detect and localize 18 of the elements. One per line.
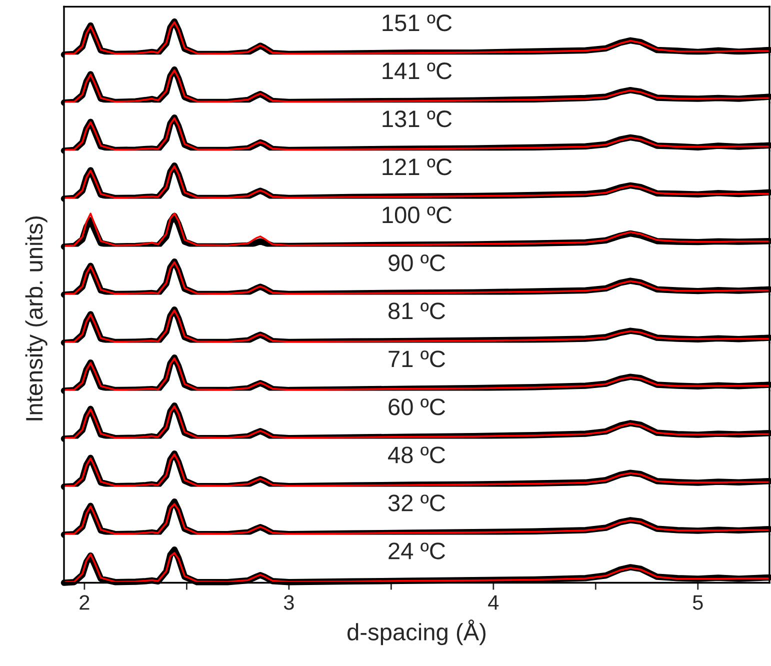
annotation: 131 ºC [382, 110, 452, 128]
annotation: 24 ºC [388, 542, 446, 560]
annotation: 151 ºC [382, 14, 452, 32]
annotation: 71 ºC [388, 350, 446, 368]
x-tick-label: 4 [488, 595, 499, 610]
x-tick-label: 5 [692, 595, 703, 610]
annotation: 60 ºC [388, 398, 446, 416]
annotation: 100 ºC [382, 206, 452, 224]
x-tick-label: 3 [284, 595, 294, 610]
annotation: 141 ºC [382, 62, 452, 80]
annotation: 90 ºC [388, 254, 446, 272]
annotation: 121 ºC [382, 158, 452, 176]
y-axis-title: Intensity (arb. units) [25, 216, 48, 420]
annotation: 48 ºC [388, 446, 446, 464]
x-axis-title: d-spacing (Å) [348, 620, 486, 646]
annotation: 81 ºC [388, 302, 446, 320]
annotation: 32 ºC [388, 494, 446, 512]
x-tick-label: 2 [80, 595, 90, 610]
